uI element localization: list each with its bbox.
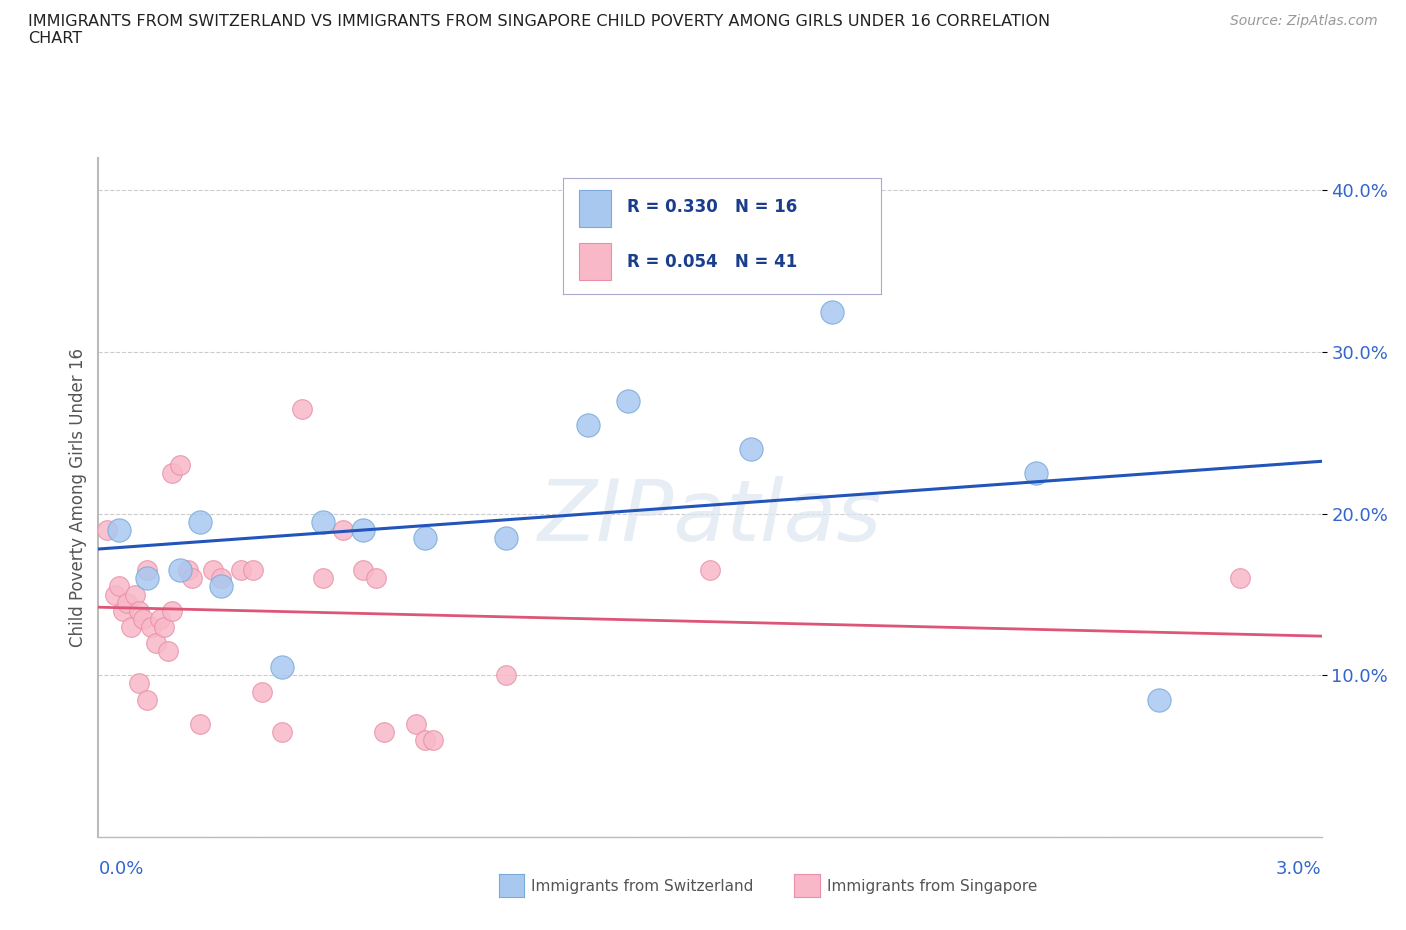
- Point: [152, 619, 174, 634]
- Point: [136, 563, 159, 578]
- Y-axis label: Child Poverty Among Girls Under 16: Child Poverty Among Girls Under 16: [69, 348, 87, 647]
- Point: [209, 579, 232, 594]
- Point: [145, 635, 167, 650]
- Point: [104, 587, 127, 602]
- Text: Immigrants from Singapore: Immigrants from Singapore: [827, 879, 1038, 894]
- Point: [181, 571, 204, 586]
- Point: [115, 595, 138, 610]
- Point: [250, 684, 273, 699]
- Point: [1025, 466, 1047, 481]
- Point: [576, 418, 599, 432]
- Point: [209, 571, 232, 586]
- Point: [495, 668, 517, 683]
- Point: [1229, 571, 1251, 586]
- Point: [422, 733, 444, 748]
- Point: [128, 676, 150, 691]
- Point: [495, 530, 517, 545]
- Point: [617, 393, 640, 408]
- Point: [352, 523, 374, 538]
- Point: [270, 660, 292, 675]
- Point: [108, 523, 131, 538]
- Point: [141, 619, 163, 634]
- Point: [188, 716, 211, 731]
- Point: [160, 466, 183, 481]
- Point: [169, 458, 191, 472]
- Point: [373, 724, 395, 739]
- Point: [120, 619, 142, 634]
- Point: [188, 514, 211, 529]
- Point: [132, 611, 155, 626]
- Point: [149, 611, 172, 626]
- Point: [413, 530, 436, 545]
- Point: [699, 563, 721, 578]
- Point: [160, 604, 183, 618]
- Point: [405, 716, 427, 731]
- Point: [332, 523, 354, 538]
- Point: [311, 514, 335, 529]
- Point: [1147, 692, 1170, 707]
- Point: [169, 563, 191, 578]
- Point: [201, 563, 224, 578]
- Point: [124, 587, 146, 602]
- Point: [270, 724, 292, 739]
- Point: [242, 563, 264, 578]
- Text: 3.0%: 3.0%: [1277, 860, 1322, 878]
- Point: [136, 692, 159, 707]
- Point: [821, 304, 844, 319]
- Text: Source: ZipAtlas.com: Source: ZipAtlas.com: [1230, 14, 1378, 28]
- Point: [111, 604, 134, 618]
- Point: [128, 604, 150, 618]
- Point: [413, 733, 436, 748]
- Point: [177, 563, 200, 578]
- Text: IMMIGRANTS FROM SWITZERLAND VS IMMIGRANTS FROM SINGAPORE CHILD POVERTY AMONG GIR: IMMIGRANTS FROM SWITZERLAND VS IMMIGRANT…: [28, 14, 1050, 46]
- Point: [96, 523, 118, 538]
- Text: Immigrants from Switzerland: Immigrants from Switzerland: [531, 879, 754, 894]
- Point: [311, 571, 335, 586]
- Point: [291, 401, 314, 416]
- Text: ZIPatlas: ZIPatlas: [538, 476, 882, 560]
- Point: [740, 442, 762, 457]
- Point: [136, 571, 159, 586]
- Point: [108, 579, 131, 594]
- Point: [229, 563, 253, 578]
- Point: [156, 644, 179, 658]
- Text: 0.0%: 0.0%: [98, 860, 143, 878]
- Point: [352, 563, 374, 578]
- Point: [364, 571, 387, 586]
